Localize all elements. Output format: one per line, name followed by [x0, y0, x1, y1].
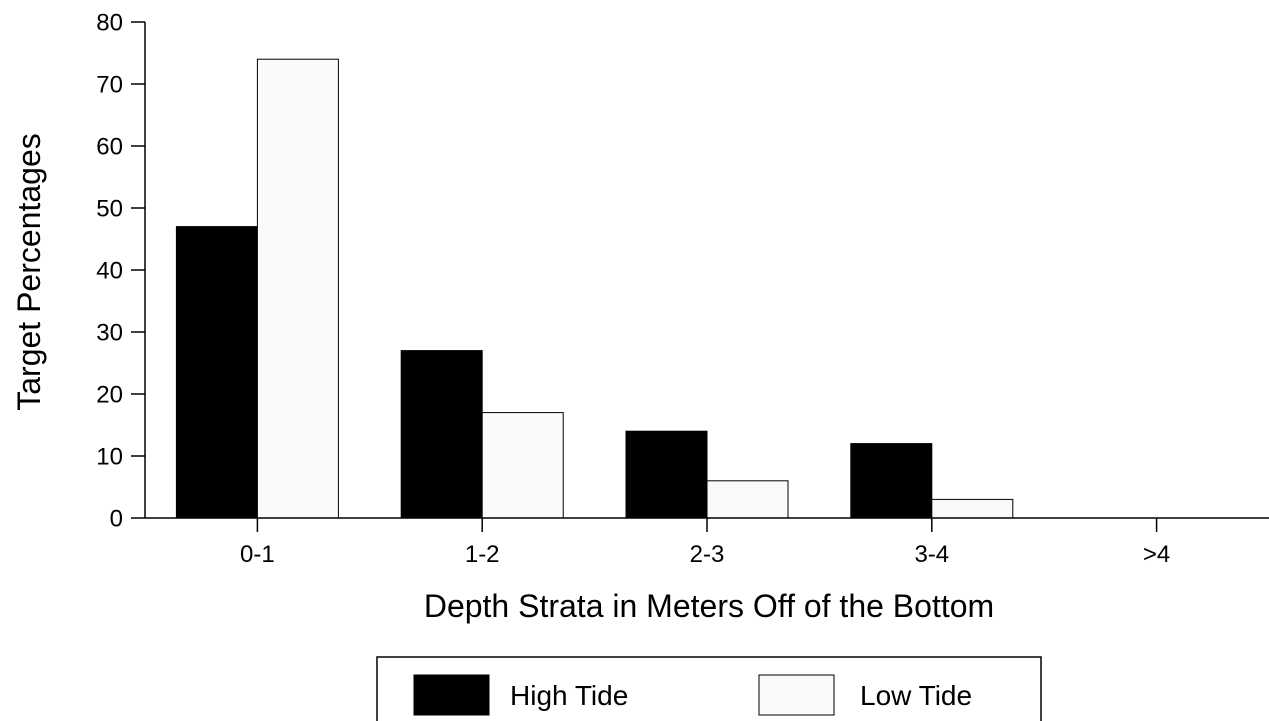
x-tick-label: 0-1 — [240, 541, 275, 568]
x-tick-label: 2-3 — [690, 541, 725, 568]
legend: High Tide Low Tide — [376, 656, 1042, 721]
y-tick-label: 80 — [96, 10, 123, 37]
y-tick-label: 40 — [96, 258, 123, 285]
bar-high-tide-2 — [400, 350, 483, 519]
legend-swatch-high-tide — [413, 674, 490, 716]
y-tick-label: 0 — [110, 506, 123, 533]
x-tick-label: >4 — [1143, 541, 1170, 568]
bar-high-tide-4 — [850, 443, 933, 519]
bar-low-tide-4 — [931, 498, 1014, 519]
bar-low-tide-1 — [256, 58, 339, 519]
bar-high-tide-1 — [175, 226, 258, 519]
legend-label-high-tide: High Tide — [510, 680, 628, 711]
y-tick-label: 10 — [96, 444, 123, 471]
y-axis-title: Target Percentages — [11, 133, 47, 411]
x-axis-title: Depth Strata in Meters Off of the Bottom — [424, 588, 994, 624]
y-tick-label: 50 — [96, 196, 123, 223]
bar-low-tide-2 — [481, 412, 564, 519]
bar-high-tide-3 — [625, 430, 708, 519]
y-tick-label: 20 — [96, 382, 123, 409]
x-axis-ticks: 0-1 1-2 2-3 3-4 >4 — [240, 518, 1170, 568]
y-axis-ticks: 0 10 20 30 40 50 60 70 80 — [96, 10, 145, 533]
x-tick-label: 3-4 — [914, 541, 949, 568]
legend-label-low-tide: Low Tide — [860, 680, 972, 711]
bar-low-tide-3 — [706, 480, 789, 519]
legend-swatch-low-tide — [758, 674, 835, 716]
y-tick-label: 30 — [96, 320, 123, 347]
x-tick-label: 1-2 — [465, 541, 500, 568]
y-tick-label: 60 — [96, 134, 123, 161]
y-tick-label: 70 — [96, 72, 123, 99]
bar-series — [175, 58, 1014, 519]
